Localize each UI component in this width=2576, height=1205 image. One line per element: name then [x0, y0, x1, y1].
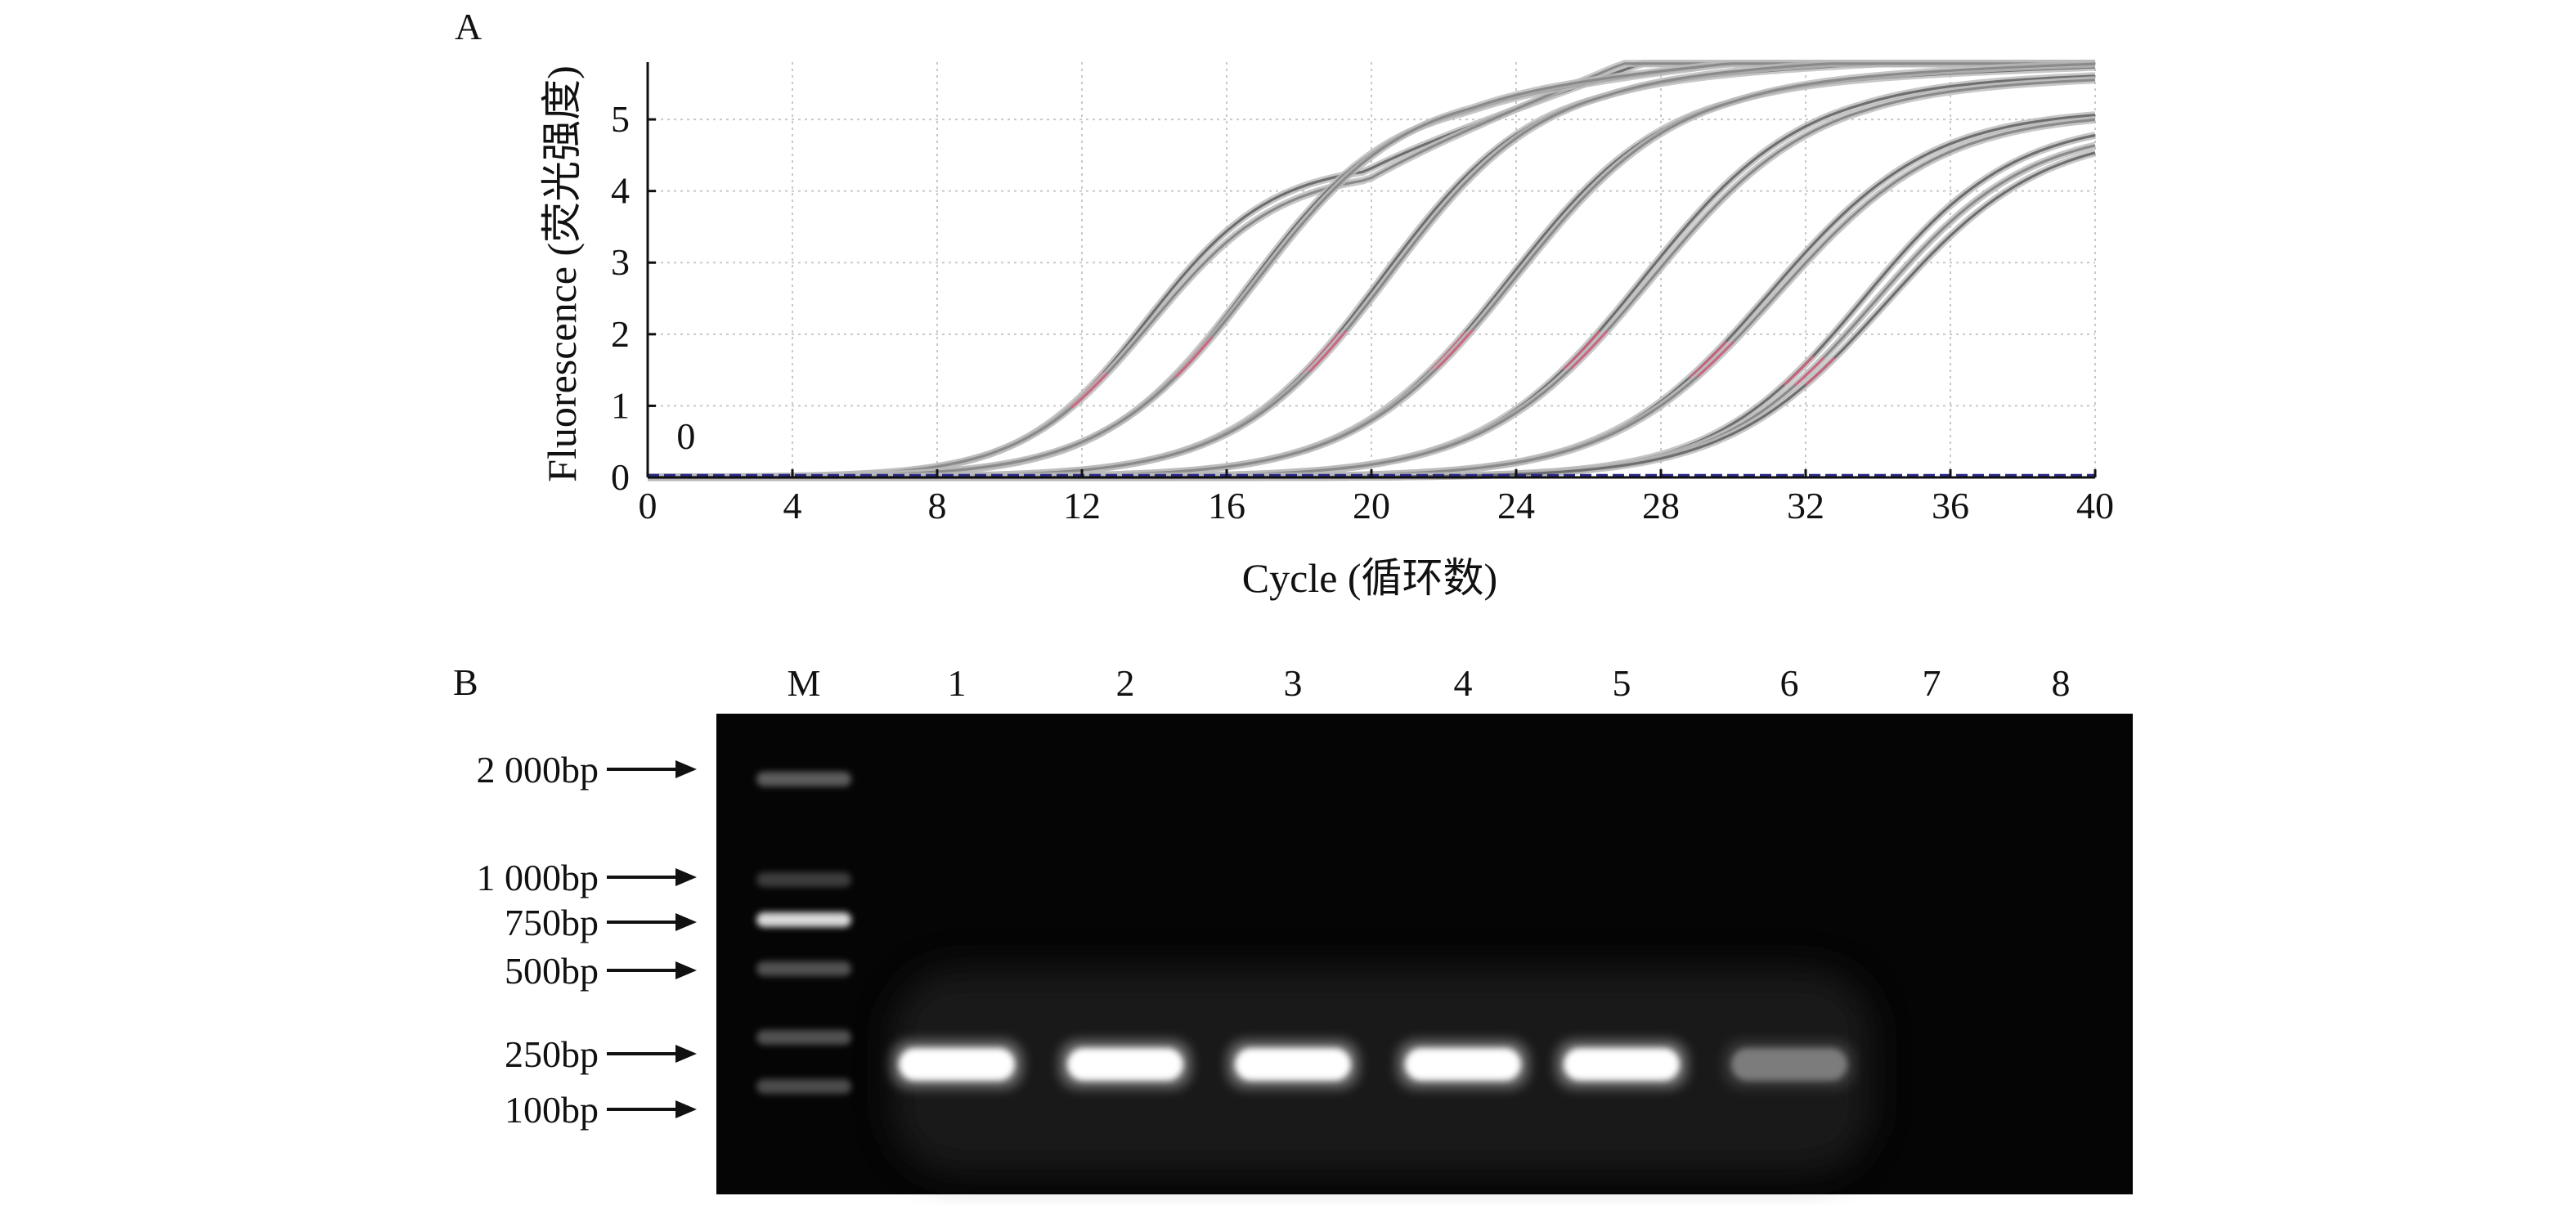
- curve-highlight: [1301, 332, 1340, 375]
- lane-label: 2: [1116, 662, 1135, 704]
- marker-arrowhead: [675, 1100, 697, 1118]
- marker-arrowhead: [675, 913, 697, 931]
- curve-highlight: [1793, 356, 1825, 387]
- curve-highlight: [1569, 330, 1608, 370]
- curve-highlight: [1696, 341, 1735, 379]
- y-tick-label: 4: [611, 170, 630, 212]
- marker-arrowhead: [675, 868, 697, 886]
- ladder-band: [756, 912, 851, 927]
- curve-highlight: [1175, 336, 1214, 378]
- curve-highlight: [1562, 330, 1600, 371]
- amplification-curves: [648, 60, 2097, 482]
- x-axis-label: Cycle (循环数): [1242, 555, 1497, 601]
- marker-label: 1 000bp: [477, 857, 599, 898]
- x-tick-label: 12: [1063, 485, 1101, 526]
- y-axis-label: Fluorescence (荧光强度): [539, 65, 585, 482]
- ladder-band: [756, 772, 851, 786]
- lane-label: 1: [948, 662, 967, 704]
- curve-highlight: [1435, 329, 1474, 370]
- sample-band: [899, 1048, 1015, 1081]
- curve-highlight: [1783, 355, 1814, 387]
- x-tick-label: 28: [1642, 485, 1680, 526]
- lane-label: 4: [1454, 662, 1473, 704]
- curve-highlight: [1689, 340, 1727, 379]
- marker-arrowhead: [675, 1045, 697, 1063]
- x-tick-label: 8: [928, 485, 947, 526]
- y-tick-label: 1: [611, 384, 630, 426]
- curve-highlight: [1308, 329, 1348, 373]
- curve-annotation: 0: [676, 415, 695, 457]
- gel-smear: [891, 969, 1873, 1173]
- lane-label: 5: [1613, 662, 1631, 704]
- lane-label: 7: [1923, 662, 1941, 704]
- gel-smear-region: [891, 969, 1873, 1173]
- lane-label: 3: [1284, 662, 1303, 704]
- sample-band: [1731, 1048, 1847, 1081]
- marker-label: 2 000bp: [477, 749, 599, 791]
- y-tick-label: 5: [611, 98, 630, 140]
- ladder-band: [756, 961, 851, 976]
- ladder-band: [756, 872, 851, 887]
- ladder-lane: [756, 772, 851, 1094]
- marker-label: 750bp: [505, 902, 599, 943]
- x-tick-label: 40: [2076, 485, 2114, 526]
- sample-band: [1067, 1048, 1183, 1081]
- x-ticks: 0 4 8 12 16 20 24 28 32 36 40: [639, 469, 2114, 526]
- x-tick-label: 32: [1787, 485, 1824, 526]
- sample-band: [1405, 1048, 1521, 1081]
- curve-highlight: [1070, 372, 1109, 410]
- sample-band: [1564, 1048, 1680, 1081]
- ladder-band: [756, 1079, 851, 1094]
- marker-label: 500bp: [505, 950, 599, 992]
- y-ticks: 0 1 2 3 4 5: [611, 98, 656, 498]
- marker-arrowhead: [675, 961, 697, 979]
- sample-bands: [891, 1040, 1856, 1089]
- marker-label: 100bp: [505, 1089, 599, 1131]
- lane-label: M: [788, 662, 821, 704]
- x-tick-label: 4: [783, 485, 802, 526]
- lane-label: 8: [2052, 662, 2071, 704]
- x-tick-label: 36: [1932, 485, 1969, 526]
- x-tick-label: 0: [639, 485, 657, 526]
- x-tick-label: 16: [1208, 485, 1245, 526]
- y-tick-label: 3: [611, 241, 630, 283]
- lane-labels: M 1 2 3 4 5 6 7 8: [788, 662, 2071, 704]
- sample-band: [1235, 1048, 1351, 1081]
- x-tick-label: 24: [1497, 485, 1535, 526]
- y-tick-label: 2: [611, 313, 630, 355]
- lane-label: 6: [1780, 662, 1799, 704]
- marker-label: 250bp: [505, 1033, 599, 1075]
- panel-a-label: A: [455, 6, 482, 47]
- marker-arrowhead: [675, 760, 697, 778]
- ladder-band: [756, 1030, 851, 1045]
- x-tick-label: 20: [1353, 485, 1390, 526]
- curve-highlight: [1805, 356, 1836, 386]
- y-tick-label: 0: [611, 456, 630, 498]
- panel-b-label: B: [453, 661, 478, 703]
